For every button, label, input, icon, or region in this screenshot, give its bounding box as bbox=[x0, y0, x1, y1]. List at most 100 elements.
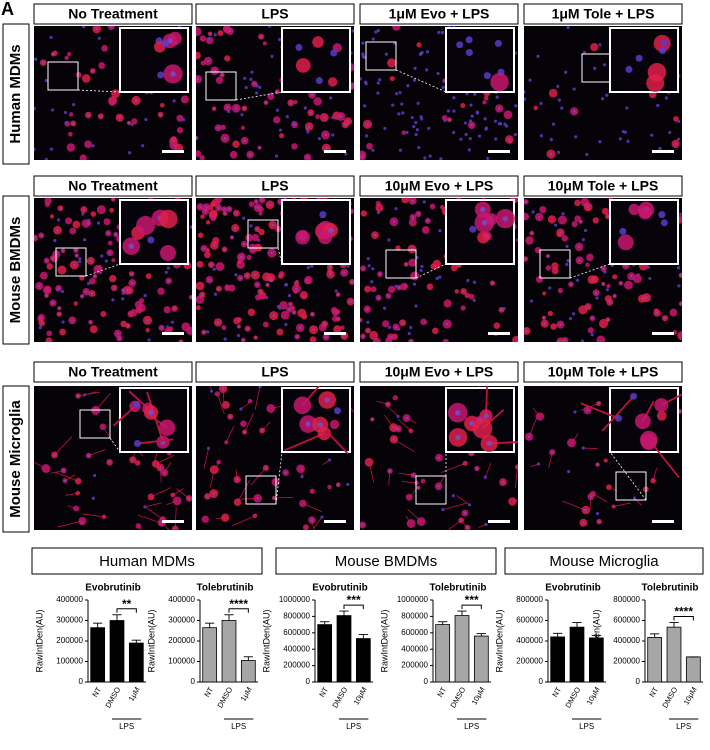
cell bbox=[143, 505, 147, 509]
cell bbox=[405, 493, 413, 501]
chart-title: Evobrutinib bbox=[85, 583, 141, 594]
cell bbox=[278, 128, 283, 132]
cell bbox=[383, 126, 387, 130]
cell bbox=[369, 330, 379, 340]
cell bbox=[378, 78, 382, 82]
nucleus bbox=[256, 227, 259, 231]
nucleus bbox=[543, 322, 546, 325]
significance-bracket bbox=[343, 604, 364, 610]
cell bbox=[332, 309, 339, 317]
nucleus bbox=[179, 340, 183, 342]
cell-process bbox=[456, 495, 470, 506]
nucleus bbox=[217, 287, 221, 290]
nucleus bbox=[90, 292, 94, 295]
nucleus bbox=[206, 59, 210, 63]
column-header-box bbox=[359, 3, 519, 25]
cell bbox=[255, 91, 259, 95]
cell bbox=[371, 37, 375, 41]
cell bbox=[333, 407, 342, 415]
nucleus bbox=[586, 305, 590, 308]
cell bbox=[223, 337, 227, 341]
cell bbox=[430, 263, 437, 270]
cell bbox=[619, 227, 627, 235]
cell bbox=[244, 85, 248, 90]
cell bbox=[673, 116, 679, 122]
cell bbox=[639, 430, 658, 449]
cell bbox=[176, 127, 184, 134]
cell bbox=[196, 281, 205, 291]
cell bbox=[557, 98, 561, 102]
cell bbox=[364, 285, 372, 293]
x-tick-label: 10μM bbox=[470, 685, 487, 706]
x-tick-label: DMSO bbox=[448, 685, 467, 709]
cell bbox=[262, 321, 269, 328]
cell bbox=[427, 126, 431, 130]
nucleus bbox=[167, 279, 170, 283]
nucleus bbox=[538, 215, 541, 219]
nucleus bbox=[501, 480, 505, 484]
cell bbox=[574, 199, 581, 207]
cell bbox=[248, 201, 255, 207]
cell bbox=[406, 519, 416, 528]
cell bbox=[200, 60, 206, 66]
chart-title: Evobrutinib bbox=[312, 583, 368, 594]
y-tick-label: 600000 bbox=[283, 628, 310, 637]
zoom-line bbox=[395, 69, 447, 93]
cell bbox=[214, 391, 221, 397]
nucleus bbox=[246, 327, 249, 330]
cell-process bbox=[84, 391, 97, 396]
cell-process bbox=[144, 502, 162, 508]
nucleus bbox=[72, 122, 75, 125]
cell bbox=[197, 232, 204, 239]
cell bbox=[416, 517, 426, 526]
cell bbox=[63, 110, 68, 115]
nucleus bbox=[212, 107, 216, 110]
y-tick-label: 100000 bbox=[168, 657, 195, 666]
cell bbox=[41, 464, 51, 473]
cell bbox=[134, 460, 141, 466]
group-label: LPS bbox=[464, 722, 479, 731]
cell bbox=[49, 214, 55, 219]
nucleus bbox=[160, 326, 163, 330]
nucleus bbox=[71, 319, 74, 322]
cell bbox=[414, 120, 418, 125]
cell bbox=[574, 215, 582, 223]
cell bbox=[346, 482, 350, 487]
cell bbox=[679, 212, 682, 216]
cell bbox=[327, 458, 332, 462]
nucleus bbox=[387, 294, 390, 298]
nucleus bbox=[663, 316, 667, 320]
nucleus bbox=[417, 212, 420, 216]
cell bbox=[49, 147, 54, 151]
cell bbox=[467, 503, 472, 507]
cell bbox=[617, 234, 634, 251]
cell bbox=[34, 147, 36, 151]
nucleus bbox=[524, 200, 528, 204]
y-tick-label: 0 bbox=[539, 677, 544, 686]
cell bbox=[557, 215, 567, 225]
y-tick-label: 400000 bbox=[283, 644, 310, 653]
cell bbox=[633, 496, 637, 500]
chart-group-title: Mouse Microglia bbox=[549, 553, 659, 570]
nucleus bbox=[230, 236, 234, 239]
chart-group-box bbox=[275, 547, 497, 575]
cell bbox=[656, 410, 667, 421]
cell bbox=[159, 209, 178, 229]
cell bbox=[498, 122, 503, 126]
nucleus bbox=[279, 200, 282, 204]
column-header: LPS bbox=[261, 178, 288, 194]
nucleus bbox=[437, 485, 440, 488]
cell bbox=[677, 119, 681, 123]
scale-bar bbox=[324, 150, 346, 153]
cell bbox=[525, 236, 534, 245]
nucleus bbox=[118, 116, 121, 119]
cell bbox=[469, 225, 477, 233]
cell bbox=[592, 217, 599, 224]
cell bbox=[598, 318, 609, 329]
nucleus bbox=[173, 307, 176, 310]
cell bbox=[209, 389, 214, 393]
nucleus bbox=[242, 338, 245, 342]
nucleus bbox=[288, 308, 291, 311]
cell bbox=[440, 30, 445, 35]
cell bbox=[363, 104, 367, 108]
